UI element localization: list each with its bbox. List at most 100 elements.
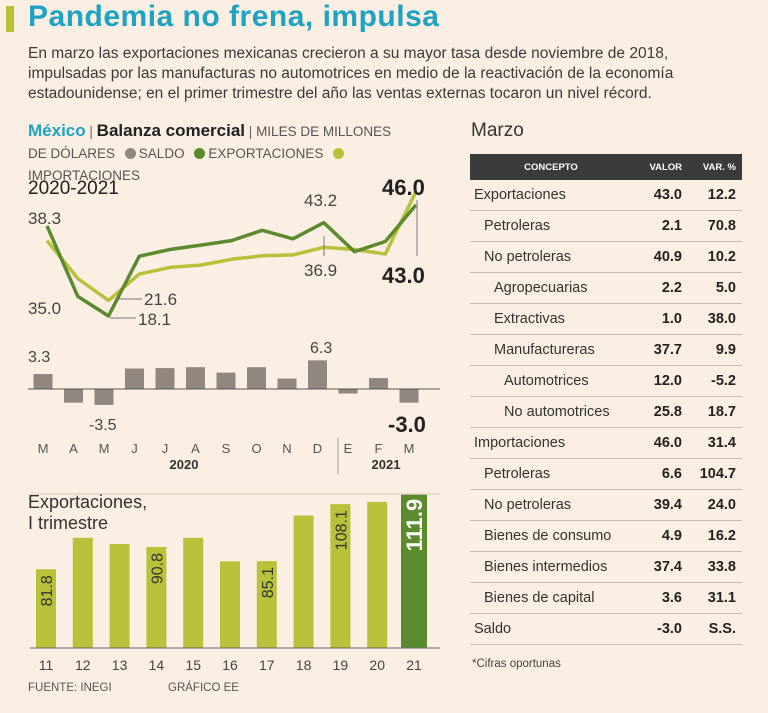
year-tick: 13: [112, 657, 128, 673]
table-row: Bienes de capital 3.6 31.1: [470, 582, 742, 614]
row-var: 5.0: [688, 272, 742, 304]
row-valor: 3.6: [632, 582, 688, 614]
legend-import: IMPORTACIONES: [28, 168, 141, 183]
row-var: 12.2: [688, 180, 742, 211]
unit-label-b: DE DÓLARES: [28, 146, 116, 161]
row-var: 16.2: [688, 520, 742, 552]
th-var: VAR. %: [688, 154, 742, 180]
month-tick: D: [313, 441, 322, 456]
row-valor: 40.9: [632, 241, 688, 273]
chart-header: México | Balanza comercial | MILES DE MI…: [28, 121, 392, 183]
year-tick: 12: [75, 657, 91, 673]
saldo-bar: [247, 367, 266, 389]
month-tick: M: [99, 441, 110, 456]
table-row: No petroleras 39.4 24.0: [470, 489, 742, 521]
charts-canvas: 2020-2021 38.3 35.0 21.618.1 43.2 36.9 46.0 43…: [28, 175, 440, 673]
row-var: 104.7: [688, 458, 742, 490]
country-label: México: [28, 121, 86, 140]
table-row: Petroleras 2.1 70.8: [470, 210, 742, 242]
saldo-bar: [277, 378, 297, 389]
table-row: No automotrices 25.8 18.7: [470, 396, 742, 428]
month-tick: J: [131, 441, 138, 456]
row-valor: 2.2: [632, 272, 688, 304]
table-note: *Cifras oportunas: [472, 658, 561, 670]
month-tick: F: [375, 441, 383, 456]
line-chart: 38.3 35.0 21.618.1 43.2 36.9 46.0 43.0: [28, 175, 425, 329]
table-row: Automotrices 12.0 -5.2: [470, 365, 742, 397]
row-concept: Bienes de capital: [470, 582, 632, 614]
saldo-bar-chart: 3.3 -3.5 6.3 -3.0 M A M J J A S O N D E F M 2020 2021: [28, 340, 440, 474]
row-concept: No petroleras: [470, 489, 632, 521]
export-bar-label: 90.8: [149, 553, 166, 584]
saldo-bar: [33, 374, 53, 389]
row-concept: Petroleras: [470, 210, 632, 242]
annot-import-low: 21.6: [144, 290, 177, 309]
month-tick: M: [404, 441, 415, 456]
row-concept: No automotrices: [470, 396, 632, 428]
row-valor: 2.1: [632, 210, 688, 242]
annot-export-peak: 43.2: [304, 191, 337, 210]
annot-import-end: 46.0: [382, 175, 425, 200]
year-tick: 18: [296, 657, 312, 673]
table-row: Exportaciones 43.0 12.2: [470, 180, 742, 211]
unit-label-a: MILES DE MILLONES: [256, 124, 392, 139]
row-valor: 1.0: [632, 303, 688, 335]
table-row: Bienes intermedios 37.4 33.8: [470, 551, 742, 583]
legend-saldo-dot: [124, 148, 136, 159]
year-tick: 15: [185, 657, 201, 673]
month-tick: E: [344, 441, 353, 456]
source-label: FUENTE: INEGI: [28, 682, 112, 694]
saldo-label-first: 3.3: [28, 349, 50, 366]
export-bar-label: 108.1: [333, 510, 350, 550]
legend-saldo: SALDO: [138, 146, 185, 161]
row-var: 18.7: [688, 396, 742, 428]
year-tick: 17: [259, 657, 275, 673]
export-bar-label: 111.9: [402, 499, 427, 552]
annot-import-start: 35.0: [28, 299, 61, 318]
row-concept: No petroleras: [470, 241, 632, 273]
table-row: Manufactureras 37.7 9.9: [470, 334, 742, 366]
saldo-label-min: -3.5: [89, 417, 117, 434]
row-valor: 43.0: [632, 180, 688, 211]
saldo-bar: [399, 389, 419, 403]
export-chart-title: Exportaciones,: [28, 492, 147, 512]
year-tick: 19: [333, 657, 349, 673]
saldo-bar: [338, 389, 358, 394]
table-row: Extractivas 1.0 38.0: [470, 303, 742, 335]
annot-export-start: 38.3: [28, 209, 61, 228]
row-valor: 37.4: [632, 551, 688, 583]
saldo-bar: [155, 368, 175, 389]
table-row: Agropecuarias 2.2 5.0: [470, 272, 742, 304]
row-var: 24.0: [688, 489, 742, 521]
export-bar: [367, 501, 388, 648]
row-var: -5.2: [688, 365, 742, 397]
export-bar: [256, 561, 277, 648]
year-tick: 21: [406, 657, 422, 673]
month-tick: M: [38, 441, 49, 456]
chart-title: Balanza comercial: [96, 121, 246, 140]
period-label: 2020-2021: [28, 178, 119, 199]
row-var: 38.0: [688, 303, 742, 335]
row-valor: 39.4: [632, 489, 688, 521]
month-tick: O: [251, 441, 261, 456]
saldo-bar: [186, 367, 205, 389]
saldo-bar: [308, 360, 327, 389]
year-tick: 16: [222, 657, 238, 673]
row-concept: Agropecuarias: [470, 272, 632, 304]
th-concepto: CONCEPTO: [470, 154, 632, 180]
saldo-label-last: -3.0: [388, 412, 426, 437]
legend-export: EXPORTACIONES: [208, 146, 324, 161]
table-row: Saldo -3.0 S.S.: [470, 613, 742, 645]
year-tick: 14: [149, 657, 165, 673]
row-var: S.S.: [688, 613, 742, 645]
month-tick: J: [162, 441, 169, 456]
annot-export-end: 43.0: [382, 263, 425, 288]
year-tick: 20: [369, 657, 385, 673]
title-accent-bar: [6, 6, 14, 32]
marzo-table: CONCEPTO VALOR VAR. % Exportaciones 43.0 1…: [470, 154, 742, 645]
row-concept: Petroleras: [470, 458, 632, 490]
row-concept: Importaciones: [470, 427, 632, 459]
saldo-label-dec: 6.3: [310, 340, 332, 357]
year-2021: 2021: [372, 457, 401, 472]
row-var: 70.8: [688, 210, 742, 242]
